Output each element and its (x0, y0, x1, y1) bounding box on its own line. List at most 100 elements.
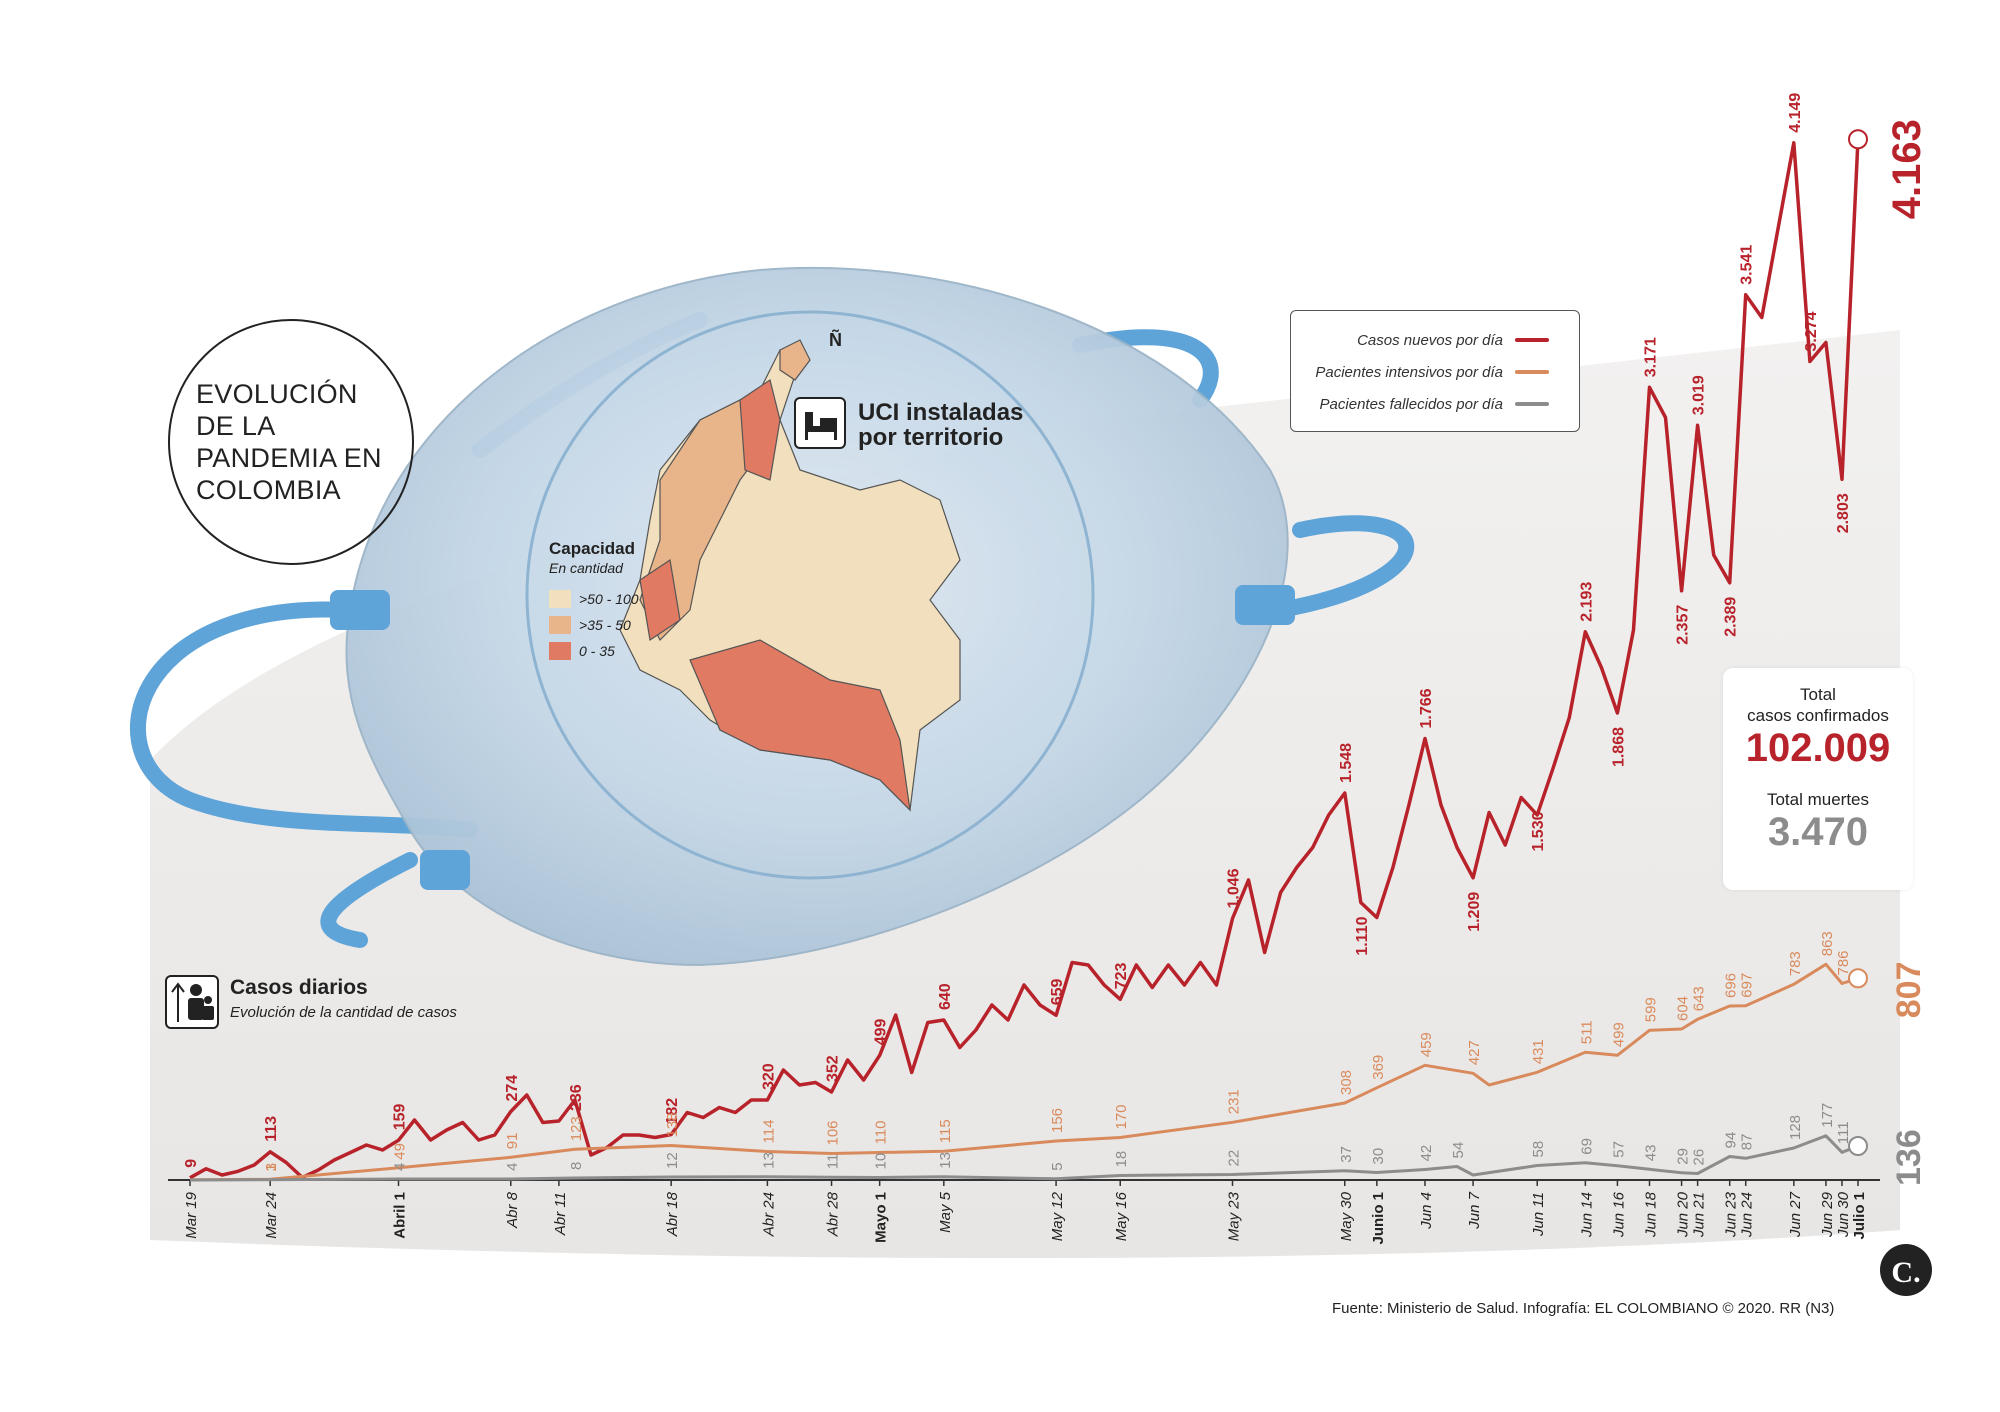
data-label: 1.046 (1226, 868, 1243, 908)
series-line (189, 1134, 1859, 1182)
legend-swatch (1515, 338, 1549, 342)
x-tick-label: Jun 7 (1466, 1191, 1483, 1229)
source-credit: Fuente: Ministerio de Salud. Infografía:… (1332, 1300, 1835, 1317)
map-region-peninsula (779, 339, 811, 381)
confirmed-value: 102.009 (1745, 726, 1891, 770)
data-label: 1 (263, 1163, 280, 1171)
data-label: 783 (1787, 951, 1804, 976)
data-label: 115 (937, 1119, 954, 1143)
data-label: 2.803 (1835, 493, 1852, 533)
data-label: 2.193 (1578, 582, 1595, 622)
data-label: 1.530 (1530, 811, 1547, 851)
map-region-low-west (639, 558, 681, 642)
strap-clip-bottom (420, 850, 470, 890)
data-label: 91 (504, 1133, 521, 1150)
data-label: 320 (760, 1063, 777, 1090)
x-tick-label: Jun 29 (1819, 1191, 1836, 1238)
data-label: 11 (825, 1154, 842, 1170)
x-tick-label: Abr 11 (552, 1192, 569, 1236)
data-label: 3.171 (1643, 337, 1660, 377)
legend-item-new-cases: Casos nuevos por día (1291, 325, 1577, 355)
data-label: 49 (392, 1143, 409, 1160)
data-label: 1.868 (1610, 727, 1627, 767)
data-label: 4 (392, 1163, 409, 1171)
series-last-value: 4.163 (1885, 119, 1929, 219)
data-label: 499 (1610, 1022, 1627, 1047)
capacity-swatch (549, 590, 571, 608)
data-label: 177 (1819, 1103, 1836, 1128)
data-label: 697 (1739, 973, 1756, 998)
data-label: 43 (1643, 1145, 1660, 1162)
data-label: 18 (1113, 1151, 1130, 1168)
map-title-line: UCI instaladas (858, 399, 1024, 426)
capacity-label: >50 - 100 (579, 591, 639, 607)
data-label: 10 (873, 1153, 890, 1170)
data-label: 431 (1530, 1039, 1547, 1064)
data-label: 114 (760, 1120, 777, 1144)
data-label: 156 (1049, 1108, 1066, 1133)
data-label: 159 (392, 1103, 409, 1130)
map-title: UCI instaladas por territorio (858, 400, 1023, 450)
data-label: 499 (873, 1018, 890, 1045)
data-label: 8 (568, 1162, 585, 1170)
legend-swatch (1515, 370, 1549, 374)
daily-cases-chart: Mar 19 Mar 24 Abril 1 Abr 8 Abr 11 Abr 18 Abr … (168, 93, 1929, 1245)
capacity-label: 0 - 35 (579, 643, 615, 659)
data-label: 511 (1578, 1020, 1595, 1044)
deaths-value: 3.470 (1767, 810, 1869, 854)
data-label: 94 (1723, 1132, 1740, 1149)
data-label: 643 (1691, 986, 1708, 1011)
data-label: 4 (504, 1163, 521, 1171)
data-label: 459 (1418, 1032, 1435, 1057)
capacity-range-mid: >35 - 50 (549, 616, 631, 634)
daily-cases-title: Casos diarios (230, 976, 368, 999)
map-region-low-south (689, 639, 911, 812)
series-end-marker (1848, 1136, 1868, 1156)
people-icon (165, 975, 219, 1029)
north-label: Ñ (829, 329, 842, 350)
colombia-map (619, 339, 961, 812)
series-end-marker (1848, 968, 1868, 989)
data-label: 659 (1049, 978, 1066, 1005)
series-last-value: 807 (1890, 962, 1928, 1019)
data-label: 9 (183, 1159, 200, 1168)
data-label: 87 (1739, 1134, 1756, 1151)
x-tick-label: Jun 11 (1530, 1192, 1547, 1237)
x-tick-label: Mar 19 (183, 1191, 200, 1238)
legend-item-deaths: Pacientes fallecidos por día (1291, 389, 1577, 419)
data-label: 170 (1113, 1104, 1130, 1129)
x-tick-label: Junio 1 (1370, 1192, 1387, 1245)
data-label: 123 (568, 1116, 585, 1141)
strap-clip-left (330, 590, 390, 630)
data-label: 13 (760, 1152, 777, 1169)
data-label: 1.209 (1466, 892, 1483, 932)
data-label: 1.548 (1338, 743, 1355, 783)
data-label: 110 (873, 1121, 890, 1145)
data-label: 308 (1338, 1070, 1355, 1095)
x-tick-label: Abr 28 (825, 1191, 842, 1237)
x-tick-label: Jun 21 (1691, 1192, 1708, 1238)
capacity-range-low: 0 - 35 (549, 642, 615, 660)
totals-box: Total casos confirmados 102.009 Total mu… (1723, 668, 1913, 890)
title-line: DE LA (196, 411, 276, 441)
data-label: 786 (1835, 950, 1852, 975)
data-label: 5 (1049, 1162, 1066, 1170)
data-label: 640 (937, 983, 954, 1010)
data-label: 3.019 (1691, 375, 1708, 415)
data-label: 599 (1643, 997, 1660, 1022)
data-label: 4.149 (1787, 93, 1804, 133)
data-label: 236 (568, 1084, 585, 1111)
deaths-label: Total muertes (1766, 790, 1870, 809)
x-tick-label: Julio 1 (1851, 1192, 1868, 1240)
x-tick-label: Jun 16 (1610, 1191, 1627, 1238)
data-label: 3.541 (1739, 245, 1756, 285)
mask-valve-ring (525, 310, 1095, 880)
data-label: 274 (504, 1075, 521, 1102)
x-tick-label: Abr 8 (504, 1191, 521, 1229)
legend-swatch (1515, 402, 1549, 406)
x-tick-label: Abr 18 (664, 1191, 681, 1237)
x-tick-label: Jun 24 (1739, 1192, 1756, 1238)
data-label: 696 (1723, 973, 1740, 998)
strap-clip-right (1235, 585, 1295, 625)
